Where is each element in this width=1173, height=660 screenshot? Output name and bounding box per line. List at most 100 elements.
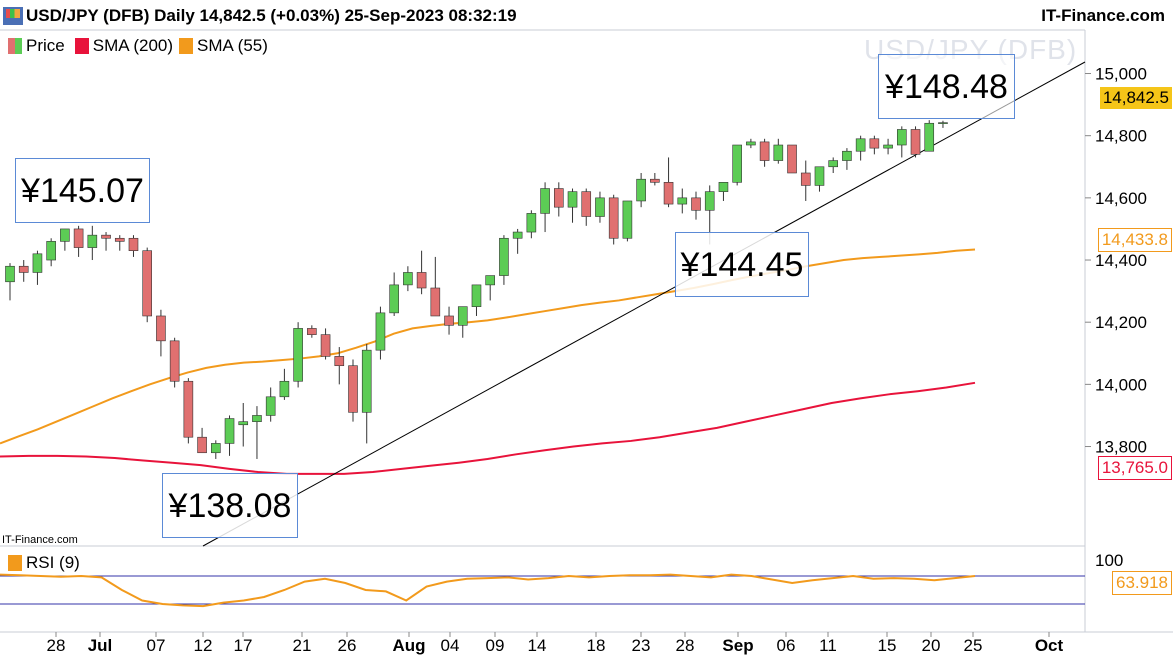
sma-200-series bbox=[0, 381, 976, 475]
candle bbox=[444, 306, 454, 335]
candle bbox=[746, 138, 756, 149]
candle bbox=[156, 309, 166, 357]
candle bbox=[293, 322, 303, 388]
candle bbox=[169, 337, 180, 388]
candle bbox=[553, 182, 564, 217]
candle bbox=[279, 368, 290, 400]
candle bbox=[128, 235, 139, 257]
candle bbox=[375, 306, 386, 360]
candle-body bbox=[663, 182, 674, 205]
candle-body bbox=[389, 284, 399, 314]
y-tick-label: 14,800 bbox=[1095, 127, 1147, 146]
candle bbox=[46, 238, 56, 267]
support-trend-line bbox=[202, 61, 1086, 547]
rsi-panel: 100 bbox=[0, 551, 1123, 608]
candle-body bbox=[814, 166, 825, 186]
candle bbox=[307, 325, 317, 338]
candle-body bbox=[444, 315, 454, 326]
candle bbox=[677, 188, 688, 214]
x-tick-label: 09 bbox=[486, 636, 505, 655]
x-tick-label: 23 bbox=[632, 636, 651, 655]
candle bbox=[457, 306, 468, 338]
candle bbox=[663, 157, 674, 208]
candle bbox=[567, 188, 578, 223]
candle bbox=[87, 225, 98, 261]
candle bbox=[471, 284, 482, 316]
price-swatch bbox=[8, 38, 22, 54]
x-tick-label: 15 bbox=[878, 636, 897, 655]
x-tick-label: Jul bbox=[88, 636, 113, 655]
candle-body bbox=[18, 265, 29, 273]
candle bbox=[828, 157, 839, 173]
candle bbox=[101, 232, 111, 251]
candle-body bbox=[197, 436, 207, 454]
candle-body bbox=[169, 340, 180, 382]
candle-body bbox=[334, 356, 345, 367]
candle-body bbox=[595, 197, 605, 217]
candle bbox=[924, 120, 935, 152]
y-tick-label: 14,000 bbox=[1095, 375, 1147, 394]
candle-body bbox=[732, 144, 742, 183]
candlestick-series bbox=[5, 120, 948, 459]
legend-rsi: RSI (9) bbox=[26, 553, 80, 572]
candle-body bbox=[348, 365, 358, 413]
candle bbox=[403, 266, 413, 292]
candle-body bbox=[746, 141, 756, 146]
candle bbox=[718, 182, 729, 201]
sma-200-line bbox=[0, 381, 976, 475]
sma-55-line bbox=[0, 248, 976, 445]
candle-body bbox=[499, 237, 509, 276]
candle bbox=[910, 126, 921, 158]
candle-body bbox=[101, 234, 111, 239]
candle-body bbox=[471, 284, 482, 307]
candle bbox=[5, 263, 15, 301]
candle bbox=[389, 272, 399, 316]
candle bbox=[114, 235, 125, 251]
x-tick-label: 21 bbox=[293, 636, 312, 655]
candle bbox=[499, 235, 509, 285]
candle bbox=[759, 138, 770, 167]
x-tick-label: 14 bbox=[528, 636, 547, 655]
candle-body bbox=[567, 191, 578, 208]
y-tick-label: 14,600 bbox=[1095, 189, 1147, 208]
candle bbox=[183, 378, 194, 444]
callout-low-jul: ¥138.08 bbox=[162, 473, 298, 538]
candle bbox=[800, 160, 811, 201]
chart-axes: 15,000 14,800 14,600 14,400 14,200 14,000 13,8… bbox=[47, 65, 1147, 655]
candle-body bbox=[773, 144, 784, 161]
candle bbox=[238, 403, 249, 447]
callout-high-jul: ¥145.07 bbox=[15, 158, 150, 223]
candle bbox=[60, 228, 70, 251]
candle-body bbox=[279, 380, 290, 398]
site-name: IT-Finance.com bbox=[1041, 6, 1165, 25]
candle bbox=[32, 250, 43, 285]
candle-body bbox=[704, 191, 715, 211]
last-price-label: 14,842.5 bbox=[1099, 87, 1172, 109]
candle bbox=[265, 387, 276, 422]
candle-body bbox=[156, 315, 166, 342]
candle bbox=[773, 138, 784, 164]
sma-55-series bbox=[0, 248, 976, 445]
candle-body bbox=[73, 228, 84, 248]
candle bbox=[855, 135, 866, 161]
candle-body bbox=[938, 122, 948, 124]
candle bbox=[361, 343, 372, 444]
candle bbox=[320, 328, 331, 360]
candle-body bbox=[265, 396, 276, 416]
candle bbox=[348, 359, 358, 422]
candle-body bbox=[896, 129, 907, 146]
legend-sma200: SMA (200) bbox=[92, 36, 174, 55]
candle bbox=[732, 144, 742, 186]
candle bbox=[252, 406, 262, 459]
candle-body bbox=[526, 213, 537, 233]
x-tick-label: 28 bbox=[47, 636, 66, 655]
x-tick-label: 04 bbox=[441, 636, 460, 655]
x-tick-label: 12 bbox=[194, 636, 213, 655]
candle bbox=[869, 135, 880, 155]
candle-body bbox=[403, 272, 413, 286]
candle bbox=[883, 138, 893, 155]
candle bbox=[197, 427, 207, 454]
candle bbox=[691, 191, 701, 220]
candle-body bbox=[924, 122, 935, 152]
candle-body bbox=[211, 443, 221, 454]
